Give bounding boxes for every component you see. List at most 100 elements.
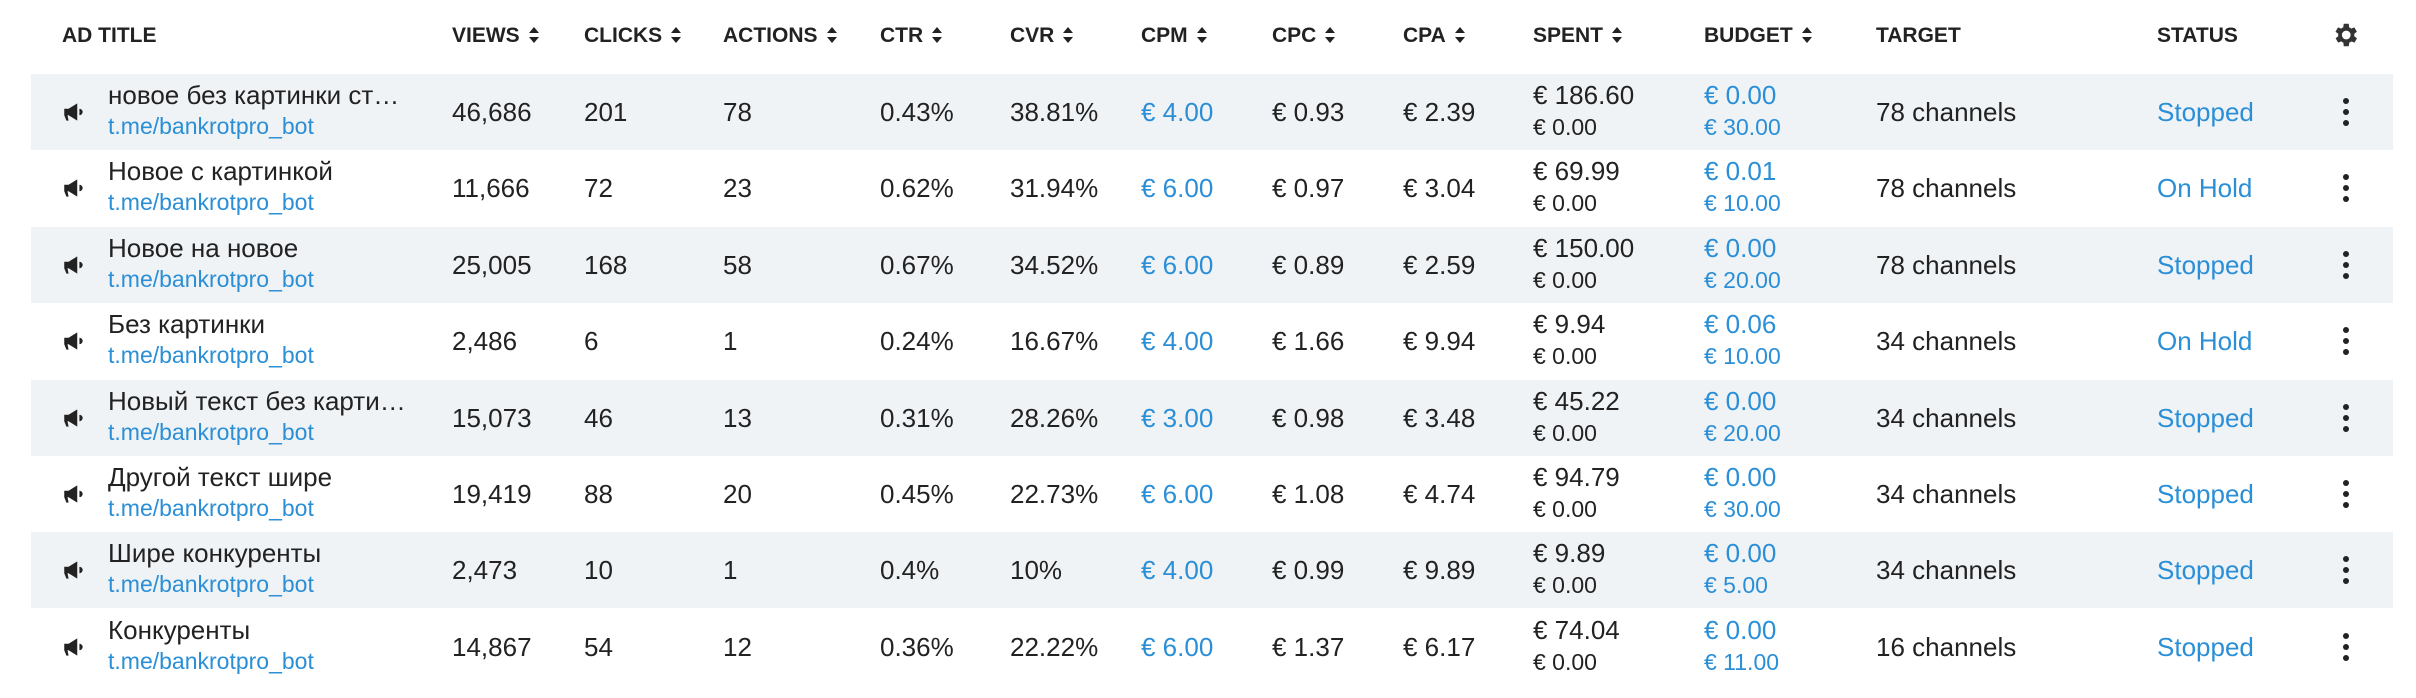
budget[interactable]: € 0.06 (1704, 309, 1777, 340)
row-menu[interactable] (2341, 326, 2351, 356)
cell-cpm: € 4.00 (1141, 555, 1214, 586)
ad-link[interactable]: t.me/bankrotpro_bot (108, 647, 314, 674)
status[interactable]: Stopped (2157, 402, 2254, 433)
budget[interactable]: € 0.00 (1704, 232, 1777, 263)
status[interactable]: On Hold (2157, 326, 2253, 357)
status[interactable]: Stopped (2157, 555, 2254, 586)
budget[interactable]: € 0.00 (1704, 538, 1777, 569)
ad-link[interactable]: t.me/bankrotpro_bot (108, 571, 314, 598)
sort-icon[interactable] (1196, 26, 1208, 44)
budget[interactable]: € 0.00 (1704, 80, 1777, 110)
cell-clicks: 46 (584, 402, 613, 433)
sort-icon[interactable] (1801, 26, 1813, 44)
ad-link[interactable]: t.me/bankrotpro_bot (108, 113, 314, 139)
budget-sub[interactable]: € 11.00 (1704, 648, 1780, 675)
cell-cpa: € 3.04 (1403, 173, 1476, 204)
cell-clicks: 168 (584, 249, 628, 280)
budget-sub[interactable]: € 30.00 (1704, 496, 1781, 522)
cell-views: 2,473 (452, 555, 518, 586)
budget[interactable]: € 0.01 (1704, 156, 1777, 187)
status[interactable]: Stopped (2157, 97, 2254, 127)
target: 16 channels (1876, 631, 2017, 662)
spent: € 9.89 (1533, 538, 1606, 569)
status[interactable]: Stopped (2157, 631, 2254, 662)
ad-title[interactable]: Шире конкуренты (108, 538, 322, 569)
row-menu[interactable] (2341, 97, 2351, 127)
ad-link[interactable]: t.me/bankrotpro_bot (108, 189, 314, 216)
row-menu[interactable] (2341, 555, 2351, 585)
ad-title[interactable]: Новое с картинкой (108, 156, 333, 187)
column-header[interactable]: CVR (1010, 24, 1074, 48)
status[interactable]: Stopped (2157, 479, 2254, 509)
cell-cpa: € 6.17 (1403, 631, 1476, 662)
row-menu[interactable] (2341, 403, 2351, 433)
sort-icon[interactable] (528, 26, 540, 44)
cell-ctr: 0.43% (880, 97, 954, 127)
spent-sub: € 0.00 (1533, 343, 1597, 370)
ad-title[interactable]: Новый текст без карти… (108, 385, 406, 416)
column-header[interactable]: CLICKS (584, 24, 682, 48)
column-header[interactable]: CPA (1403, 24, 1466, 48)
cell-cpc: € 1.66 (1272, 326, 1345, 357)
column-header[interactable]: CPC (1272, 24, 1336, 48)
budget-sub[interactable]: € 10.00 (1704, 190, 1781, 217)
budget-sub[interactable]: € 5.00 (1704, 572, 1768, 599)
column-header[interactable]: SPENT (1533, 24, 1623, 48)
row-menu[interactable] (2341, 173, 2351, 203)
budget[interactable]: € 0.00 (1704, 385, 1777, 416)
cell-cpa: € 9.94 (1403, 326, 1476, 357)
cell-cpc: € 1.37 (1272, 631, 1345, 662)
ad-link[interactable]: t.me/bankrotpro_bot (108, 342, 314, 369)
column-header[interactable]: CTR (880, 24, 943, 48)
sort-icon[interactable] (1062, 26, 1074, 44)
column-header[interactable]: ACTIONS (723, 24, 838, 48)
spent: € 69.99 (1533, 156, 1620, 187)
ad-title[interactable]: Новое на новое (108, 232, 299, 263)
cell-actions: 1 (723, 555, 738, 586)
column-header[interactable]: VIEWS (452, 24, 540, 48)
status[interactable]: On Hold (2157, 173, 2253, 204)
column-header[interactable]: BUDGET (1704, 24, 1813, 48)
spent: € 9.94 (1533, 309, 1606, 340)
ad-icon (64, 638, 83, 656)
cell-actions: 58 (723, 249, 752, 280)
budget[interactable]: € 0.00 (1704, 462, 1777, 492)
column-header[interactable]: CPM (1141, 24, 1208, 48)
cell-cvr: 31.94% (1010, 173, 1099, 204)
sort-icon[interactable] (1324, 26, 1336, 44)
ad-link[interactable]: t.me/bankrotpro_bot (108, 495, 314, 521)
cell-views: 14,867 (452, 631, 532, 662)
ad-icon (64, 485, 83, 503)
ad-title[interactable]: Конкуренты (108, 614, 251, 645)
spent-sub: € 0.00 (1533, 266, 1597, 293)
sort-icon[interactable] (1454, 26, 1466, 44)
cell-ctr: 0.31% (880, 402, 954, 433)
row-menu[interactable] (2341, 632, 2351, 662)
budget-sub[interactable]: € 10.00 (1704, 343, 1781, 370)
settings-icon[interactable] (2330, 20, 2360, 50)
cell-cpm: € 3.00 (1141, 402, 1214, 433)
status[interactable]: Stopped (2157, 249, 2254, 280)
target: 34 channels (1876, 402, 2017, 433)
budget-sub[interactable]: € 20.00 (1704, 266, 1781, 293)
table-row: Конкуренты t.me/bankrotpro_bot 14,867 54 12 0… (31, 608, 2393, 685)
ad-link[interactable]: t.me/bankrotpro_bot (108, 265, 314, 292)
cell-views: 25,005 (452, 249, 532, 280)
budget[interactable]: € 0.00 (1704, 614, 1777, 645)
spent: € 150.00 (1533, 232, 1635, 263)
cell-ctr: 0.45% (880, 479, 954, 509)
budget-sub[interactable]: € 20.00 (1704, 419, 1781, 446)
ad-title[interactable]: Другой текст шире (108, 462, 333, 492)
budget-sub[interactable]: € 30.00 (1704, 114, 1781, 140)
ad-title[interactable]: Без картинки (108, 309, 266, 340)
ad-title[interactable]: новое без картинки ст… (108, 80, 400, 110)
ad-link[interactable]: t.me/bankrotpro_bot (108, 418, 314, 445)
sort-icon[interactable] (931, 26, 943, 44)
sort-icon[interactable] (1611, 26, 1623, 44)
row-menu[interactable] (2341, 479, 2351, 509)
row-menu[interactable] (2341, 250, 2351, 280)
cell-cpa: € 4.74 (1403, 479, 1476, 509)
sort-icon[interactable] (826, 26, 838, 44)
sort-icon[interactable] (670, 26, 682, 44)
